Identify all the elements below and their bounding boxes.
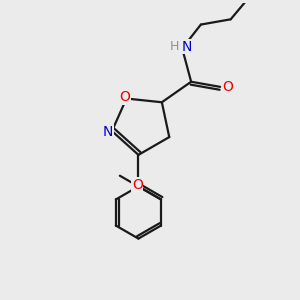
Text: O: O	[222, 80, 233, 94]
Text: H: H	[170, 40, 179, 53]
Text: O: O	[119, 90, 130, 104]
Text: N: N	[103, 125, 113, 139]
Text: O: O	[132, 178, 143, 192]
Text: N: N	[182, 40, 192, 54]
